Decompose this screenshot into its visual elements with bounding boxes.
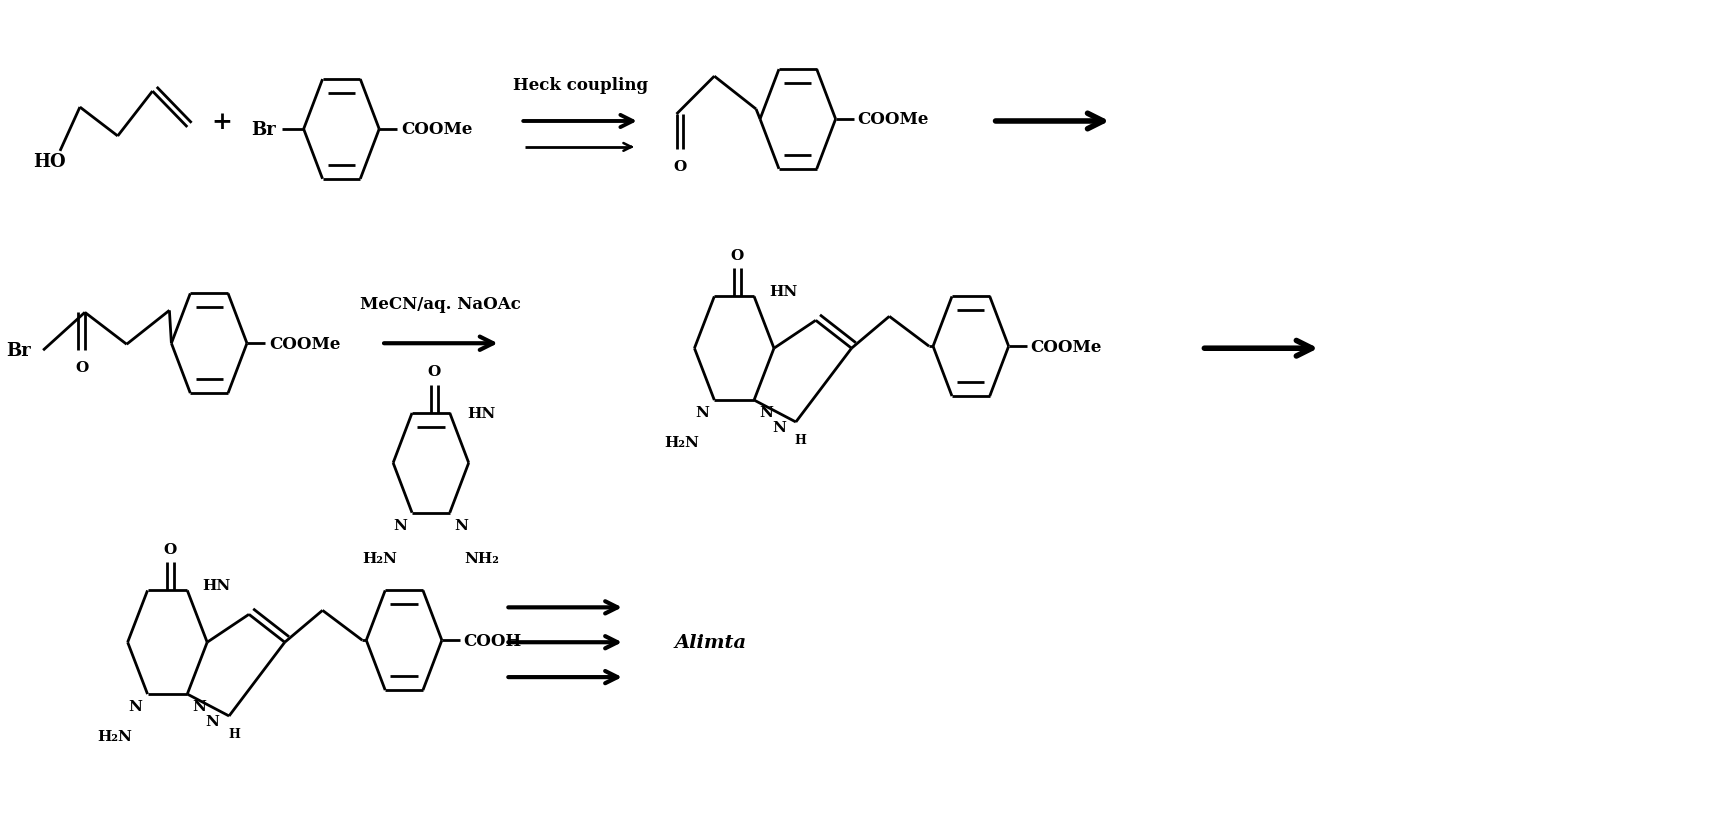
Text: HN: HN xyxy=(768,285,798,299)
Text: N: N xyxy=(205,714,219,728)
Text: COOH: COOH xyxy=(463,632,522,649)
Text: +: + xyxy=(212,110,233,134)
Text: H: H xyxy=(227,728,239,740)
Text: MeCN/aq. NaOAc: MeCN/aq. NaOAc xyxy=(360,296,522,312)
Text: Br: Br xyxy=(7,342,31,360)
Text: O: O xyxy=(76,361,88,375)
Text: N: N xyxy=(193,699,207,713)
Text: Alimta: Alimta xyxy=(674,633,746,652)
Text: O: O xyxy=(731,248,744,262)
Text: N: N xyxy=(760,406,774,420)
Text: HO: HO xyxy=(33,152,65,171)
Text: N: N xyxy=(129,699,143,713)
Text: H: H xyxy=(794,434,806,447)
Text: N: N xyxy=(455,518,469,532)
Text: H₂N: H₂N xyxy=(665,436,700,450)
Text: COOMe: COOMe xyxy=(858,111,929,128)
Text: N: N xyxy=(772,421,786,435)
Text: COOMe: COOMe xyxy=(401,122,472,138)
Text: O: O xyxy=(164,542,177,556)
Text: Br: Br xyxy=(252,121,276,139)
Text: COOMe: COOMe xyxy=(1030,339,1103,355)
Text: Heck coupling: Heck coupling xyxy=(512,76,648,94)
Text: N: N xyxy=(393,518,407,532)
Text: H₂N: H₂N xyxy=(98,729,133,743)
Text: O: O xyxy=(674,160,686,174)
Text: O: O xyxy=(427,364,441,378)
Text: COOMe: COOMe xyxy=(269,335,339,352)
Text: H₂N: H₂N xyxy=(362,551,396,565)
Text: NH₂: NH₂ xyxy=(465,551,500,565)
Text: HN: HN xyxy=(467,407,496,421)
Text: HN: HN xyxy=(202,579,231,593)
Text: N: N xyxy=(696,406,710,420)
